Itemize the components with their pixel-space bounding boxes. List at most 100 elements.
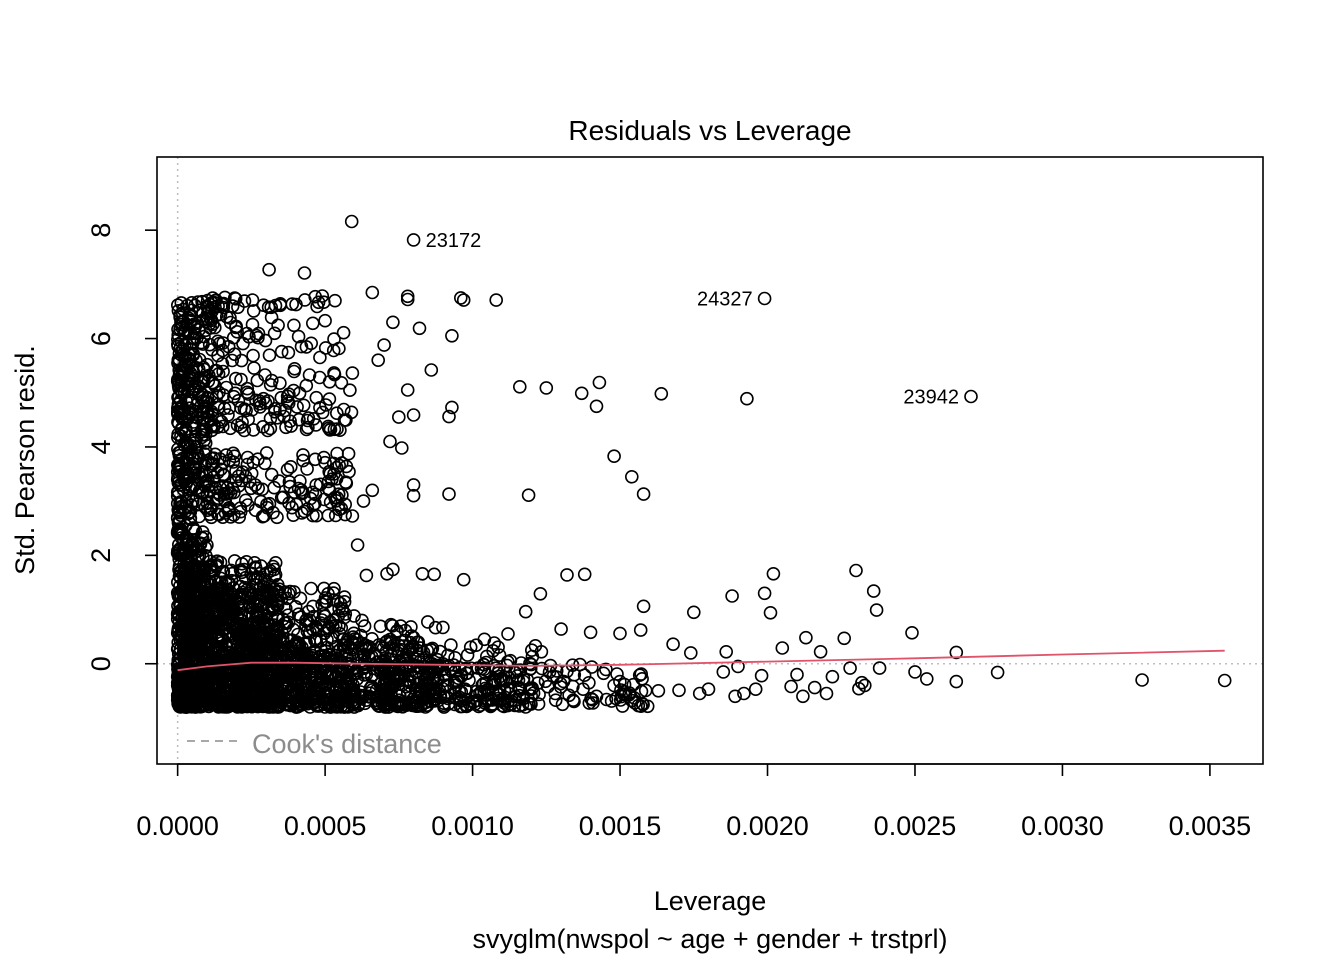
data-point xyxy=(280,394,295,408)
data-point xyxy=(210,631,224,645)
data-point xyxy=(582,675,596,690)
data-point xyxy=(258,368,272,382)
data-point xyxy=(208,682,222,697)
data-point xyxy=(241,387,256,401)
data-point xyxy=(283,584,297,599)
data-point xyxy=(246,423,261,437)
data-point xyxy=(477,632,492,647)
data-point xyxy=(270,674,285,689)
data-point xyxy=(315,289,330,303)
data-point xyxy=(211,348,225,363)
data-point xyxy=(177,501,192,516)
data-point xyxy=(350,538,365,552)
data-point xyxy=(433,644,447,659)
data-point xyxy=(406,408,421,422)
data-point xyxy=(235,556,249,571)
data-point xyxy=(607,449,621,464)
data-point xyxy=(592,375,607,390)
data-point xyxy=(737,686,751,701)
data-point xyxy=(390,623,405,638)
data-point xyxy=(331,498,346,513)
chart-title: Residuals vs Leverage xyxy=(568,115,851,146)
data-point xyxy=(346,626,361,641)
data-point xyxy=(291,481,306,496)
data-point xyxy=(445,400,459,415)
data-point xyxy=(524,689,539,703)
data-point xyxy=(254,494,268,509)
data-point xyxy=(613,626,627,641)
data-point xyxy=(445,328,459,343)
data-point xyxy=(387,659,402,674)
data-point xyxy=(179,573,194,588)
data-point xyxy=(297,663,312,678)
data-point xyxy=(488,672,502,687)
data-point xyxy=(323,423,337,437)
data-point xyxy=(296,448,310,462)
data-point xyxy=(180,499,194,513)
data-point xyxy=(799,630,813,645)
data-point xyxy=(869,603,884,617)
data-point xyxy=(278,403,292,418)
data-point xyxy=(540,679,555,694)
data-point xyxy=(283,459,298,474)
data-point xyxy=(216,300,231,315)
data-point xyxy=(227,554,242,568)
data-point xyxy=(452,660,467,675)
data-point xyxy=(477,685,492,699)
data-point xyxy=(244,627,258,642)
data-point xyxy=(231,393,246,408)
data-point xyxy=(632,668,647,683)
data-point xyxy=(245,625,260,640)
data-point xyxy=(539,381,554,395)
data-point xyxy=(583,625,598,640)
data-point xyxy=(216,646,230,661)
data-point xyxy=(584,660,599,674)
data-point xyxy=(323,466,338,481)
data-point xyxy=(278,601,293,616)
data-point xyxy=(178,350,192,365)
data-point xyxy=(589,399,604,414)
x-axis: 0.0000 0.0005 0.0010 0.0015 0.0020 0.0025 0.00… xyxy=(136,763,1251,841)
data-point xyxy=(766,566,781,581)
data-point xyxy=(400,289,415,304)
data-point xyxy=(305,316,320,331)
data-point xyxy=(184,314,199,328)
data-point xyxy=(531,697,546,711)
data-point xyxy=(269,672,283,686)
data-point xyxy=(184,303,199,318)
data-point xyxy=(186,632,201,647)
data-point xyxy=(178,681,192,696)
data-point xyxy=(378,635,393,650)
data-point xyxy=(548,693,563,708)
data-point xyxy=(489,293,504,307)
data-point xyxy=(790,667,804,682)
data-point xyxy=(807,680,822,695)
data-point xyxy=(289,694,304,709)
data-point xyxy=(441,691,455,706)
data-point xyxy=(596,666,611,681)
data-point xyxy=(728,689,742,704)
data-point xyxy=(905,625,919,640)
data-point xyxy=(949,645,964,660)
data-point xyxy=(359,568,374,583)
data-point xyxy=(259,446,274,460)
data-point xyxy=(276,693,290,708)
data-point xyxy=(308,452,323,467)
data-point xyxy=(566,693,581,708)
data-point xyxy=(305,485,320,500)
data-point xyxy=(187,559,202,573)
data-point xyxy=(406,478,421,492)
data-point xyxy=(177,658,192,673)
data-point xyxy=(244,481,258,496)
data-point xyxy=(309,390,324,405)
data-point xyxy=(177,588,191,603)
data-point xyxy=(186,522,201,536)
data-point xyxy=(202,479,216,494)
data-point xyxy=(248,478,263,492)
data-point xyxy=(391,674,406,688)
data-point xyxy=(304,693,319,708)
data-point xyxy=(1217,673,1232,688)
data-point xyxy=(763,605,778,620)
data-point xyxy=(872,661,887,675)
y-axis-title: Std. Pearson resid. xyxy=(10,345,40,575)
